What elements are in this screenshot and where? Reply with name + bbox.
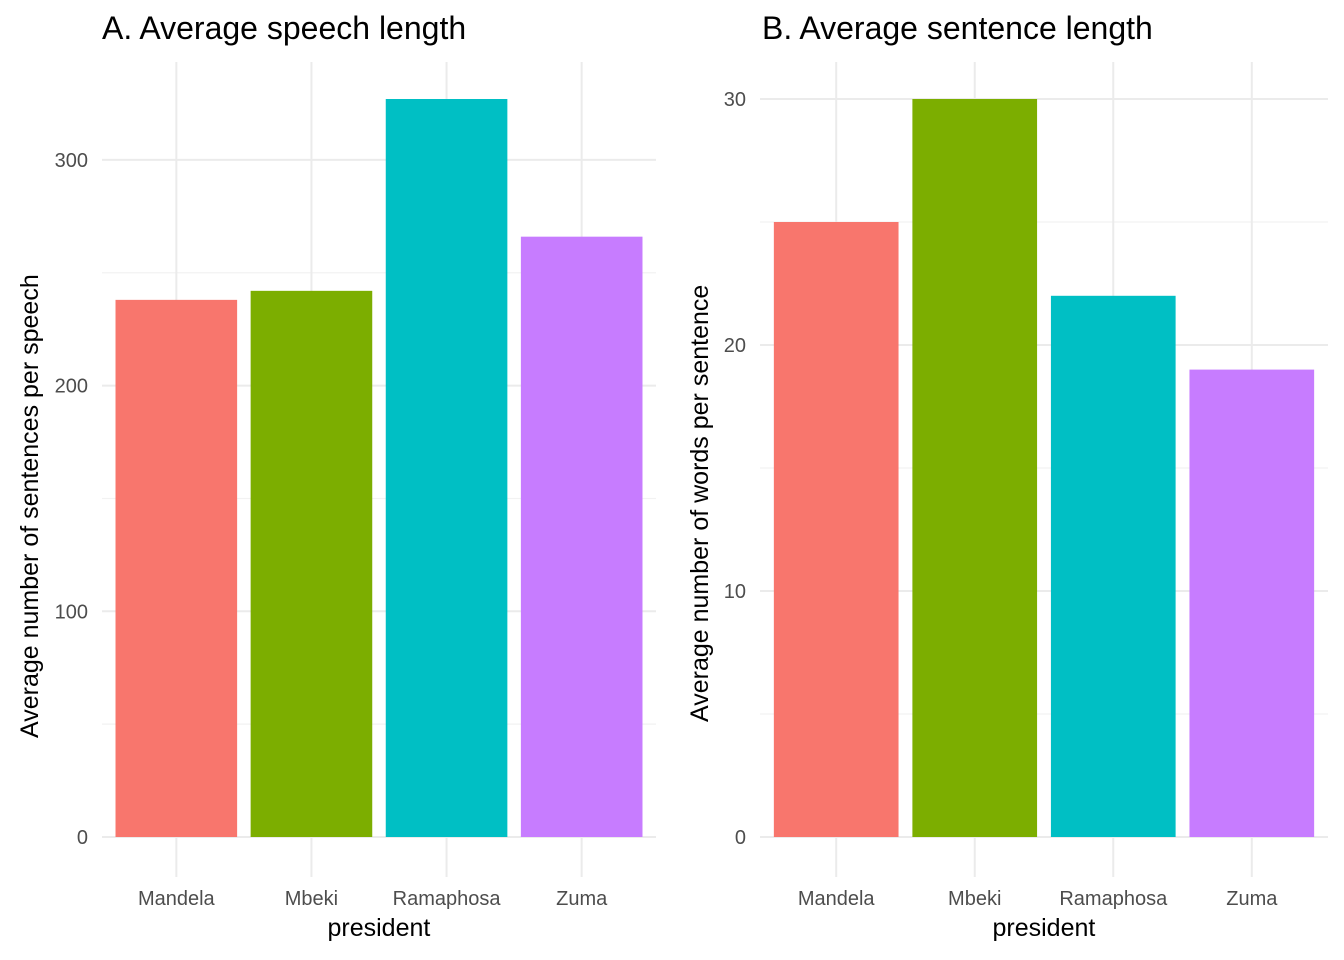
bar-mbeki: [912, 99, 1038, 837]
bar-zuma: [520, 236, 643, 837]
x-tick-label: Zuma: [1226, 888, 1278, 910]
y-tick-label: 200: [55, 376, 88, 398]
x-tick-label: Ramaphosa: [1059, 888, 1168, 910]
y-tick-label: 30: [724, 89, 746, 111]
bar-ramaphosa: [385, 99, 508, 837]
bar-mandela: [115, 299, 238, 837]
x-tick-label: Zuma: [556, 888, 608, 910]
y-tick-label: 20: [724, 335, 746, 357]
chart-b-title: B. Average sentence length: [762, 10, 1153, 46]
x-tick-label: Mbeki: [285, 888, 338, 910]
chart-b-svg: 0 10 20 30 Mandela Mbeki Ramaphosa Zuma: [724, 62, 1328, 910]
chart-a-title: A. Average speech length: [102, 10, 467, 46]
chart-panel-b: 0 10 20 30 Mandela Mbeki Ramaphosa Zuma B. Aver…: [672, 0, 1344, 960]
x-tick-label: Ramaphosa: [393, 888, 502, 910]
bar-mandela: [773, 222, 899, 837]
chart-a-svg: 0 100 200 300 Mandela Mbeki Ramaphosa Zuma: [55, 62, 656, 910]
y-tick-label: 300: [55, 150, 88, 172]
y-tick-label: 100: [55, 601, 88, 623]
x-tick-label: Mbeki: [948, 888, 1001, 910]
chart-b-y-axis-label: Average number of words per sentence: [686, 284, 714, 722]
chart-panel-a: 0 100 200 300 Mandela Mbeki Ramaphosa Zuma A. A…: [16, 10, 656, 942]
y-tick-label: 0: [735, 827, 746, 849]
chart-b-x-axis-label: president: [992, 914, 1096, 942]
bar-mbeki: [250, 290, 373, 838]
bar-zuma: [1189, 369, 1315, 837]
bar-ramaphosa: [1050, 295, 1176, 837]
x-tick-label: Mandela: [138, 888, 216, 910]
x-tick-label: Mandela: [798, 888, 876, 910]
chart-a-y-axis-label: Average number of sentences per speech: [16, 274, 44, 738]
y-tick-label: 10: [724, 581, 746, 603]
chart-a-x-axis-label: president: [327, 914, 431, 942]
y-tick-label: 0: [77, 827, 88, 849]
